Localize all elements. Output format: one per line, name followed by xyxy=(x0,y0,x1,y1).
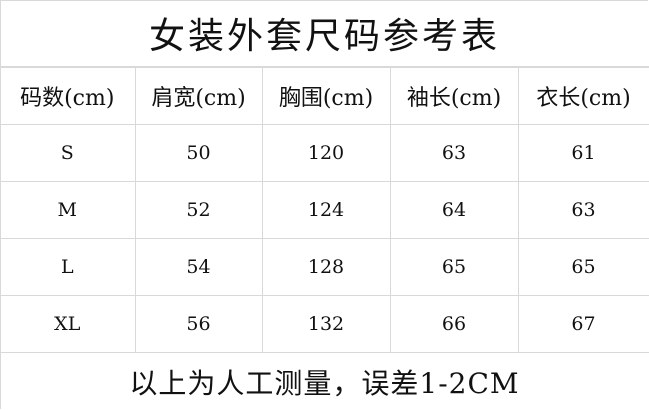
header-size: 码数(cm) xyxy=(0,67,136,125)
cell-chest: 128 xyxy=(261,238,391,296)
cell-shoulder: 56 xyxy=(134,295,263,353)
header-shoulder: 肩宽(cm) xyxy=(134,67,263,125)
cell-chest: 124 xyxy=(261,181,391,239)
cell-shoulder: 52 xyxy=(134,181,263,239)
cell-chest: 120 xyxy=(261,124,391,182)
measurement-note: 以上为人工测量，误差1-2CM xyxy=(129,367,520,400)
table-row: M 52 124 64 63 xyxy=(0,181,649,239)
cell-size: S xyxy=(0,124,136,182)
cell-sleeve: 64 xyxy=(389,181,519,239)
cell-sleeve: 63 xyxy=(389,124,519,182)
table-row: XL 56 132 66 67 xyxy=(0,295,649,353)
cell-shoulder: 50 xyxy=(134,124,263,182)
cell-size: XL xyxy=(0,295,136,353)
size-chart-table: 码数(cm) 肩宽(cm) 胸围(cm) 袖长(cm) 衣长(cm) S 50 … xyxy=(0,67,649,353)
cell-chest: 132 xyxy=(261,295,391,353)
header-row: 码数(cm) 肩宽(cm) 胸围(cm) 袖长(cm) 衣长(cm) xyxy=(0,67,649,125)
header-sleeve: 袖长(cm) xyxy=(389,67,519,125)
table-row: S 50 120 63 61 xyxy=(0,124,649,182)
page-title: 女装外套尺码参考表 xyxy=(0,0,649,67)
cell-length: 65 xyxy=(517,238,649,296)
cell-length: 63 xyxy=(517,181,649,239)
cell-size: M xyxy=(0,181,136,239)
cell-sleeve: 66 xyxy=(389,295,519,353)
cell-length: 61 xyxy=(517,124,649,182)
cell-shoulder: 54 xyxy=(134,238,263,296)
cell-length: 67 xyxy=(517,295,649,353)
cell-sleeve: 65 xyxy=(389,238,519,296)
cell-size: L xyxy=(0,238,136,296)
table-row: L 54 128 65 65 xyxy=(0,238,649,296)
header-length: 衣长(cm) xyxy=(517,67,649,125)
header-chest: 胸围(cm) xyxy=(261,67,391,125)
